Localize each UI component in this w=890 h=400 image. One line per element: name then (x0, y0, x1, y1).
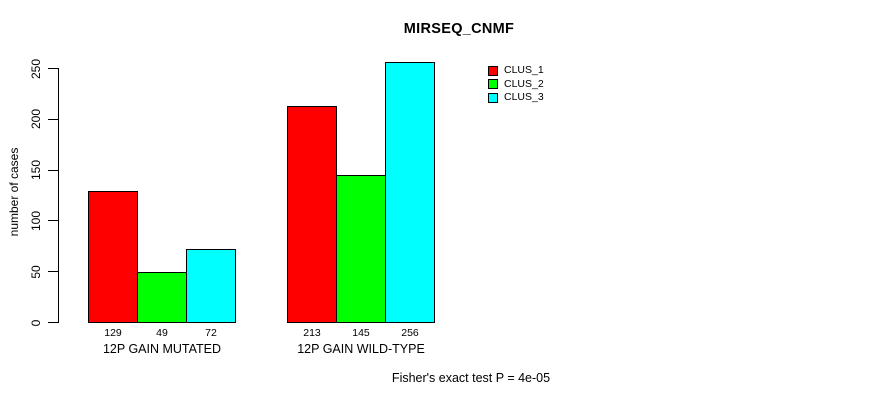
bar-clus_1-group2 (287, 105, 337, 323)
bar-value-label: 72 (205, 327, 217, 339)
y-axis-line (58, 68, 59, 323)
y-tick-label: 200 (29, 109, 43, 130)
y-tick-label: 100 (29, 210, 43, 231)
y-axis-tick (48, 220, 58, 222)
y-axis-tick (48, 118, 58, 120)
legend-label: CLUS_2 (504, 77, 544, 90)
bar-value-label: 256 (401, 327, 419, 339)
bar-clus_3-group1 (186, 248, 236, 323)
y-axis-tick (48, 271, 58, 273)
legend-item-clus_1: CLUS_1 (488, 65, 544, 76)
bar-value-label: 145 (352, 327, 370, 339)
legend-item-clus_3: CLUS_3 (488, 92, 544, 103)
legend: CLUS_1 CLUS_2 CLUS_3 (488, 65, 544, 103)
y-tick-label: 150 (29, 160, 43, 181)
bar-clus_2-group1 (137, 272, 187, 323)
x-category-label: 12P GAIN MUTATED (102, 342, 222, 356)
bar-clus_2-group2 (336, 174, 386, 323)
bar-value-label: 213 (303, 327, 321, 339)
bar-value-label: 129 (104, 327, 122, 339)
legend-label: CLUS_3 (504, 91, 544, 103)
y-tick-label: 0 (29, 319, 43, 326)
y-tick-label: 250 (29, 58, 43, 79)
legend-swatch-clus_2 (488, 79, 498, 89)
bar-clus_3-group2 (385, 61, 435, 323)
x-category-label: 12P GAIN WILD-TYPE (297, 342, 425, 356)
y-axis-tick (48, 68, 58, 69)
legend-swatch-clus_3 (488, 92, 498, 103)
y-axis-tick (48, 322, 58, 323)
chart-title: MIRSEQ_CNMF (403, 21, 515, 37)
y-axis-tick (48, 169, 58, 171)
footer-note: Fisher's exact test P = 4e-05 (391, 371, 551, 385)
y-axis-label: number of cases (7, 147, 21, 237)
legend-swatch-clus_1 (488, 65, 498, 76)
legend-item-clus_2: CLUS_2 (488, 77, 544, 90)
bar-value-label: 49 (156, 327, 168, 339)
y-tick-label: 50 (29, 265, 43, 279)
legend-label: CLUS_1 (504, 64, 544, 76)
bar-clus_1-group1 (88, 190, 138, 323)
